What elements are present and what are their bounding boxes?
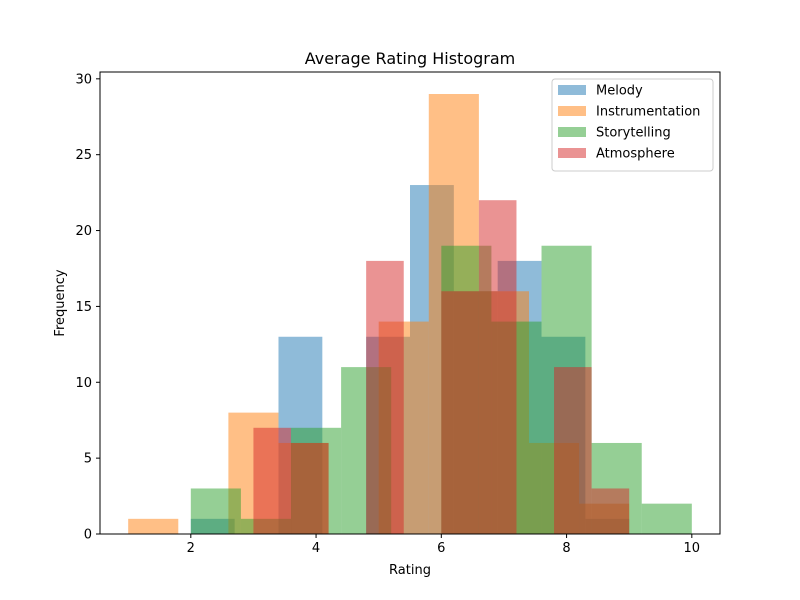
histogram-bar: [128, 518, 179, 534]
x-tick-label: 4: [312, 541, 320, 556]
legend-label: Instrumentation: [596, 105, 700, 120]
x-tick-label: 10: [684, 541, 701, 556]
legend-label: Storytelling: [596, 126, 671, 141]
legend: Melody Instrumentation Storytelling Atmosph…: [551, 78, 714, 172]
histogram-bar: [190, 488, 241, 534]
legend-box: [551, 78, 714, 172]
histogram-bar: [366, 260, 404, 534]
y-tick-label: 5: [84, 452, 92, 467]
y-tick-label: 30: [75, 72, 92, 87]
y-tick-label: 20: [75, 224, 92, 239]
y-axis-title: Frequency: [53, 269, 68, 336]
y-tick-label: 25: [75, 148, 92, 163]
legend-label: Melody: [596, 84, 643, 99]
y-tick-label: 0: [84, 528, 92, 543]
legend-label: Atmosphere: [596, 147, 675, 162]
y-tick-label: 15: [75, 300, 92, 315]
x-axis: 2 4 6 8 10: [187, 534, 700, 556]
histogram-bar: [253, 427, 292, 534]
legend-swatch: [558, 106, 586, 116]
histogram-bar: [554, 367, 592, 534]
legend-swatch: [558, 127, 586, 137]
plot-frame: [99, 71, 721, 535]
legend-swatch: [558, 148, 586, 158]
x-tick-label: 2: [187, 541, 195, 556]
bars-layer: [128, 94, 692, 535]
x-tick-label: 6: [437, 541, 445, 556]
legend-swatch: [558, 85, 586, 95]
histogram-bar: [591, 488, 630, 534]
histogram-bar: [478, 200, 517, 534]
histogram-bar: [641, 503, 692, 534]
chart-title: Average Rating Histogram: [305, 49, 515, 68]
x-axis-title: Rating: [389, 563, 431, 578]
histogram-bar: [441, 291, 479, 534]
series-atmosphere-bars: [253, 200, 630, 534]
x-tick-label: 8: [562, 541, 570, 556]
y-tick-label: 10: [75, 376, 92, 391]
y-axis: 0 5 10 15 20 25 30: [75, 72, 100, 543]
histogram-bar: [291, 442, 329, 534]
